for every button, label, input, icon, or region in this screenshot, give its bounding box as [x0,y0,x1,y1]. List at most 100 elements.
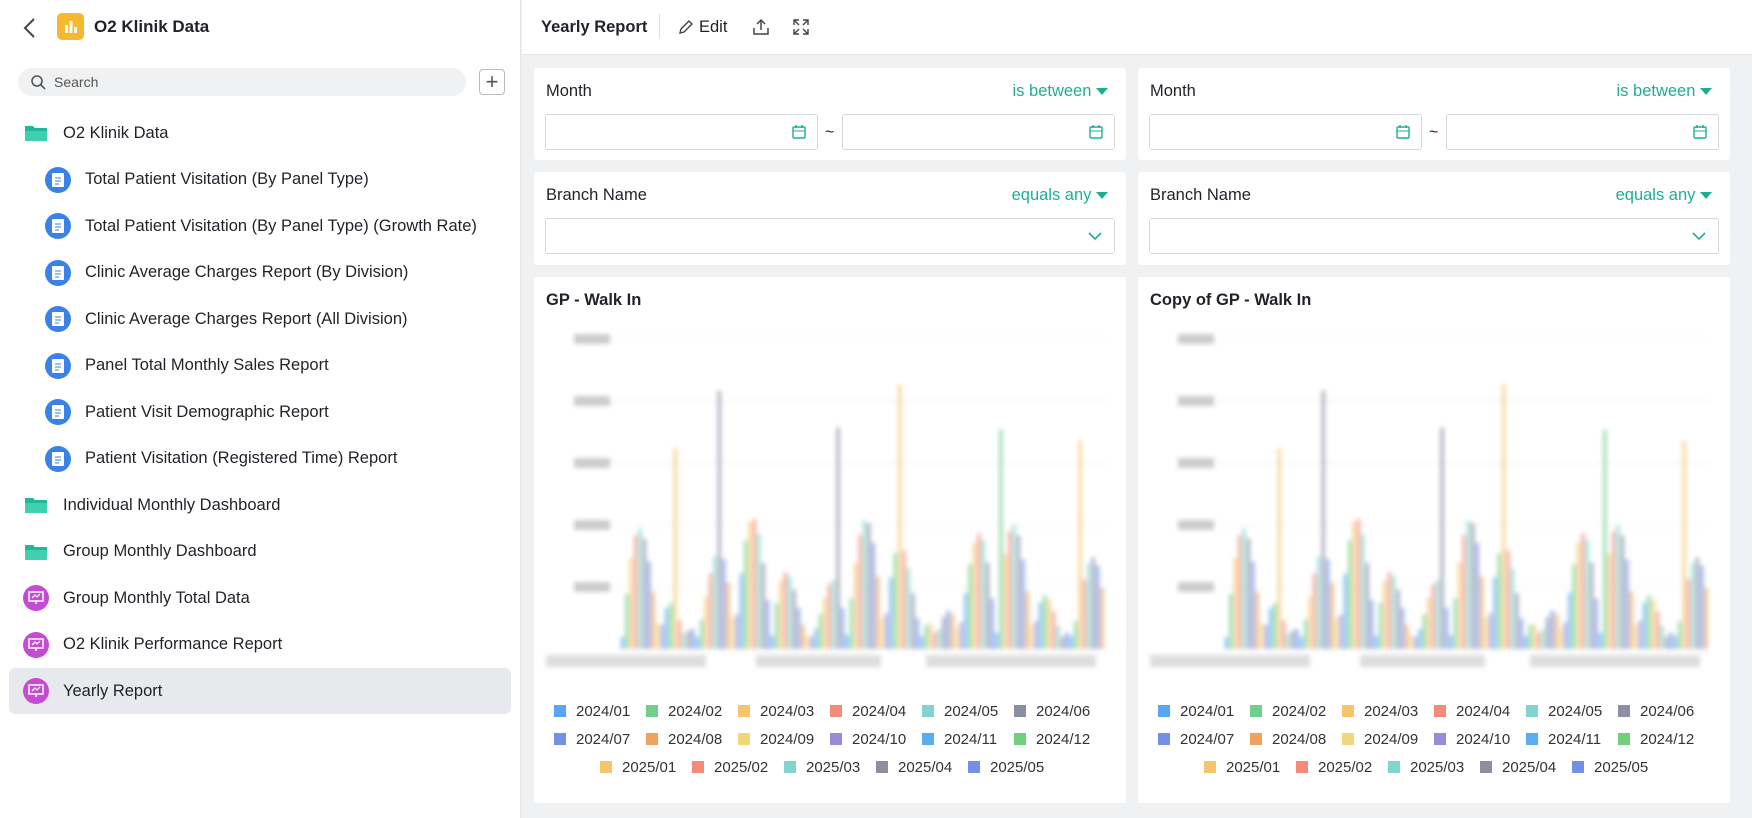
legend-item[interactable]: 2024/04 [1434,702,1526,720]
legend-item[interactable]: 2024/07 [554,730,646,748]
legend-item[interactable]: 2025/02 [1296,758,1388,776]
legend-label: 2025/05 [1594,758,1649,776]
tree-item[interactable]: O2 Klinik Data [9,110,511,156]
legend-item[interactable]: 2024/06 [1014,702,1106,720]
filter-operator[interactable]: is between [1617,82,1712,101]
search-icon [31,75,46,90]
legend-swatch [646,733,658,745]
operator-text: equals any [1011,186,1092,204]
date-input[interactable] [1149,114,1422,150]
legend-item[interactable]: 2024/09 [738,730,830,748]
legend-label: 2024/08 [1272,730,1327,748]
legend-item[interactable]: 2024/05 [922,702,1014,720]
branch-filter: Branch Name equals any [534,172,1126,265]
legend-item[interactable]: 2025/01 [1204,758,1296,776]
legend-label: 2024/11 [1548,730,1602,748]
legend-item[interactable]: 2024/05 [1526,702,1618,720]
filter-label: Month [1150,82,1196,100]
tree-item[interactable]: Group Monthly Dashboard [9,529,511,575]
legend-swatch [738,705,750,717]
search-box[interactable]: Search [18,68,466,96]
tree-label: Panel Total Monthly Sales Report [85,356,329,374]
legend-item[interactable]: 2024/02 [646,702,738,720]
legend-swatch [600,761,612,773]
range-separator: ~ [825,124,835,141]
share-button[interactable] [752,18,770,36]
tree-item[interactable]: Clinic Average Charges Report (All Divis… [9,296,511,342]
date-input[interactable] [1446,114,1719,150]
legend-item[interactable]: 2025/01 [600,758,692,776]
back-button[interactable] [20,16,40,40]
legend-item[interactable]: 2025/03 [784,758,876,776]
legend-item[interactable]: 2024/03 [1342,702,1434,720]
add-button[interactable]: + [479,69,505,95]
legend-item[interactable]: 2024/09 [1342,730,1434,748]
legend-swatch [646,705,658,717]
fullscreen-button[interactable] [792,18,810,36]
legend-item[interactable]: 2024/08 [646,730,738,748]
legend-item[interactable]: 2025/04 [876,758,968,776]
tree-item[interactable]: Total Patient Visitation (By Panel Type)… [9,203,511,249]
legend-swatch [922,733,934,745]
tree-item[interactable]: Patient Visitation (Registered Time) Rep… [9,436,511,482]
date-input[interactable] [842,114,1115,150]
tree-label: Individual Monthly Dashboard [63,495,281,514]
tree-item[interactable]: Individual Monthly Dashboard [9,482,511,528]
tree-label: Clinic Average Charges Report (All Divis… [85,309,408,328]
legend-label: 2024/03 [760,702,815,720]
legend-item[interactable]: 2024/03 [738,702,830,720]
legend-item[interactable]: 2025/05 [1572,758,1664,776]
month-filter: Month is between ~ [1138,68,1730,160]
tree-item[interactable]: Group Monthly Total Data [9,575,511,621]
legend-item[interactable]: 2025/05 [968,758,1060,776]
legend-item[interactable]: 2024/01 [1158,702,1250,720]
legend-item[interactable]: 2024/11 [922,730,1014,748]
filter-operator[interactable]: equals any [1012,186,1108,205]
tree-label: Total Patient Visitation (By Panel Type) [85,170,369,188]
legend-item[interactable]: 2024/10 [830,730,922,748]
legend-swatch [554,705,566,717]
legend-item[interactable]: 2024/11 [1526,730,1618,748]
legend-item[interactable]: 2025/02 [692,758,784,776]
legend-item[interactable]: 2025/04 [1480,758,1572,776]
tree-item[interactable]: Total Patient Visitation (By Panel Type) [9,157,511,203]
select-input[interactable] [1149,218,1719,254]
filter-operator[interactable]: is between [1013,82,1108,101]
legend-swatch [1296,761,1308,773]
legend-swatch [692,761,704,773]
tree-item[interactable]: Patient Visit Demographic Report [9,389,511,435]
tree-item[interactable]: Panel Total Monthly Sales Report [9,343,511,389]
tree-item[interactable]: Clinic Average Charges Report (By Divisi… [9,250,511,296]
legend-item[interactable]: 2024/04 [830,702,922,720]
legend-swatch [1434,705,1446,717]
date-input[interactable] [545,114,818,150]
chart-panel: GP - Walk In 2024/01 2024/02 2024/03 2024/04… [534,277,1126,803]
tree-item[interactable]: Yearly Report [9,668,511,714]
filter-label: Branch Name [1150,186,1251,204]
legend-item[interactable]: 2025/03 [1388,758,1480,776]
legend-item[interactable]: 2024/06 [1618,702,1710,720]
tree-item[interactable]: O2 Klinik Performance Report [9,622,511,668]
legend-item[interactable]: 2024/07 [1158,730,1250,748]
legend-swatch [1342,705,1354,717]
folder-icon [23,120,49,146]
legend-swatch [1250,705,1262,717]
legend-swatch [784,761,796,773]
legend-swatch [1250,733,1262,745]
legend-item[interactable]: 2024/01 [554,702,646,720]
legend-item[interactable]: 2024/12 [1014,730,1106,748]
legend-item[interactable]: 2024/10 [1434,730,1526,748]
legend-label: 2024/09 [1364,730,1419,748]
legend-item[interactable]: 2024/08 [1250,730,1342,748]
legend-swatch [1434,733,1446,745]
legend-item[interactable]: 2024/12 [1618,730,1710,748]
dash-icon [23,678,49,704]
legend-item[interactable]: 2024/02 [1250,702,1342,720]
edit-button[interactable]: Edit [699,18,728,36]
legend-label: 2024/07 [1180,730,1235,748]
select-input[interactable] [545,218,1115,254]
filter-operator[interactable]: equals any [1616,186,1712,205]
legend-label: 2025/03 [1410,758,1465,776]
legend-swatch [1526,705,1538,717]
